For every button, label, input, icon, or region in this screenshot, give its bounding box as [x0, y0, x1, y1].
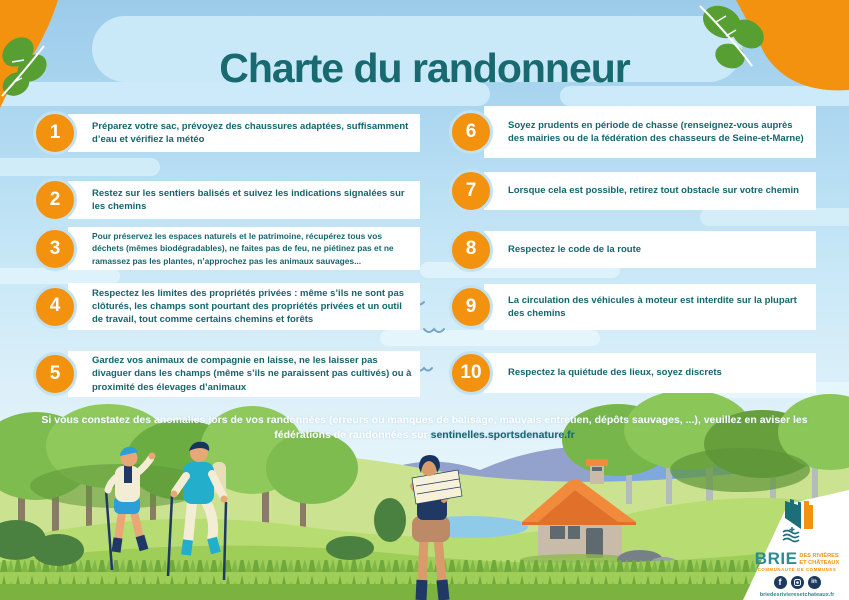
- rule-text: Lorsque cela est possible, retirez tout …: [508, 185, 799, 197]
- brand-website[interactable]: briedesrivieresetchateaux.fr: [759, 592, 835, 598]
- brand-block: BRIE DES RIVIÈRES ET CHÂTEAUX COMMUNAUTÉ…: [745, 498, 849, 598]
- map-reader-illustration: [410, 455, 463, 600]
- corner-ornament-top-right: [699, 0, 849, 91]
- trees-left: [0, 404, 358, 544]
- brand-name-line1: DES RIVIÈRES: [799, 553, 839, 560]
- rule-number-badge: 9: [449, 285, 493, 329]
- rule-number-badge: 2: [33, 178, 77, 222]
- rule-number-badge: 5: [33, 352, 77, 396]
- rule-item-7: 7 Lorsque cela est possible, retirez tou…: [449, 169, 816, 213]
- rule-item-2: 2 Restez sur les sentiers balisés et sui…: [33, 178, 420, 222]
- bushes: [0, 498, 406, 566]
- rule-text: Respectez la quiétude des lieux, soyez d…: [508, 367, 722, 379]
- brand-name-line2: ET CHÂTEAUX: [799, 559, 840, 566]
- rule-number: 3: [49, 237, 61, 259]
- instagram-icon[interactable]: [790, 576, 804, 589]
- rule-text: Préparez votre sac, prévoyez des chaussu…: [92, 120, 409, 145]
- brie-logo-icon: [782, 498, 813, 542]
- rule-number: 8: [465, 238, 477, 260]
- rule-text: Respectez le code de la route: [508, 243, 642, 255]
- brand-name-row: BRIE DES RIVIÈRES ET CHÂTEAUX: [745, 548, 849, 568]
- rule-number-badge: 1: [33, 111, 77, 155]
- rule-number-badge: 3: [33, 226, 77, 271]
- rule-item-6: 6 Soyez prudents en période de chasse (r…: [449, 106, 816, 158]
- oak-leaf-icon: [1, 37, 47, 97]
- rule-item-1: 1 Préparez votre sac, prévoyez des chaus…: [33, 111, 420, 155]
- social-icons-row: f in: [745, 576, 849, 589]
- rule-text: Pour préservez les espaces naturels et l…: [92, 231, 394, 266]
- page-title: Charte du randonneur: [219, 45, 631, 92]
- trees-right: [562, 390, 849, 504]
- footer-notice-text: Si vous constatez des anomalies lors de …: [41, 414, 808, 442]
- brand-name: BRIE: [754, 548, 798, 568]
- rule-item-9: 9 La circulation des véhicules à moteur …: [449, 284, 816, 330]
- corner-ornament-top-left: [0, 0, 58, 108]
- rule-number: 10: [460, 361, 482, 383]
- rule-item-10: 10 Respectez la quiétude des lieux, soye…: [449, 351, 816, 395]
- rule-item-8: 8 Respectez le code de la route: [449, 227, 816, 272]
- facebook-icon[interactable]: f: [773, 576, 787, 589]
- rule-number: 1: [49, 121, 61, 143]
- rule-text: La circulation des véhicules à moteur es…: [508, 294, 797, 319]
- rule-number-badge: 4: [33, 284, 77, 329]
- hikers-illustration: [104, 441, 228, 581]
- rule-text: Restez sur les sentiers balisés et suive…: [92, 187, 405, 212]
- sentinelles-link[interactable]: sentinelles.sportsdenature.fr: [430, 429, 575, 442]
- rule-number: 7: [465, 179, 477, 201]
- rule-number-badge: 6: [449, 110, 493, 154]
- rule-number: 6: [465, 120, 477, 142]
- rule-text: Gardez vos animaux de compagnie en laiss…: [92, 355, 412, 393]
- rule-text: Respectez les limites des propriétés pri…: [92, 287, 405, 326]
- rule-number-badge: 10: [449, 351, 493, 395]
- rule-item-4: 4 Respectez les limites des propriétés p…: [33, 283, 420, 330]
- rule-number: 4: [49, 295, 61, 317]
- rule-number-badge: 7: [449, 169, 493, 213]
- brand-subtitle: COMMUNAUTÉ DE COMMUNES: [757, 567, 837, 572]
- rule-item-5: 5 Gardez vos animaux de compagnie en lai…: [33, 351, 420, 397]
- rule-item-3: 3 Pour préservez les espaces naturels et…: [33, 226, 420, 271]
- rule-number: 9: [465, 295, 477, 317]
- oak-leaf-icon: [699, 5, 764, 69]
- rule-number: 2: [49, 188, 61, 210]
- rule-number: 5: [49, 362, 61, 384]
- footer-notice: Si vous constatez des anomalies lors de …: [30, 413, 819, 443]
- rule-text: Soyez prudents en période de chasse (ren…: [508, 119, 804, 144]
- brand-badge: [743, 490, 849, 600]
- linkedin-icon[interactable]: in: [807, 576, 821, 589]
- rule-number-badge: 8: [449, 227, 493, 272]
